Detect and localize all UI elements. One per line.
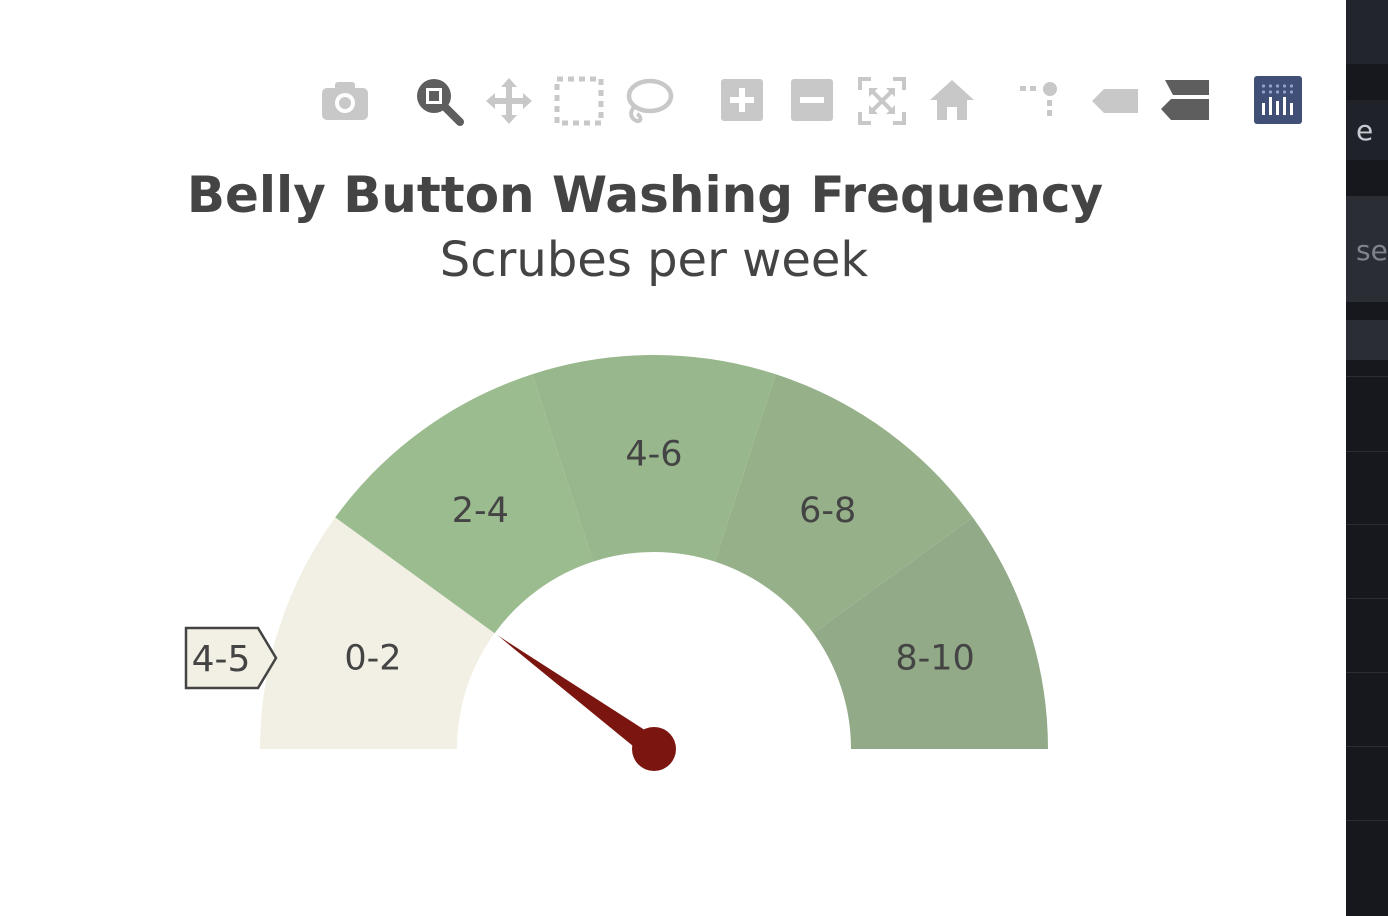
side-panel-divider	[1346, 746, 1388, 747]
gauge-band-label: 8-10	[895, 639, 974, 679]
pan-icon	[486, 78, 532, 124]
camera-icon	[322, 82, 368, 120]
gauge-band-label: 6-8	[799, 491, 856, 531]
zoom-in-icon	[721, 79, 763, 121]
reset-axes-button[interactable]	[928, 78, 976, 122]
hover-label-box	[184, 626, 278, 690]
side-panel-divider	[1346, 598, 1388, 599]
lasso-select-icon	[626, 78, 674, 124]
zoom-button[interactable]	[412, 74, 466, 128]
gauge-band-label: 0-2	[344, 639, 401, 679]
chart-title: Belly Button Washing Frequency	[187, 166, 1103, 224]
autoscale-button[interactable]	[857, 76, 907, 126]
hover-label-text: 4-5	[192, 639, 251, 680]
box-select-button[interactable]	[554, 76, 604, 126]
side-panel-divider	[1346, 524, 1388, 525]
gauge-band-2-4[interactable]	[335, 374, 594, 634]
hover-closest-icon	[1092, 89, 1138, 113]
zoom-out-icon	[791, 79, 833, 121]
side-panel-divider	[1346, 672, 1388, 673]
gauge-needle-hub[interactable]	[632, 727, 676, 771]
box-select-icon	[554, 76, 604, 126]
side-panel-divider	[1346, 451, 1388, 452]
chart-subtitle: Scrubes per week	[440, 232, 869, 288]
gauge-needle	[497, 635, 661, 758]
gauge-chart: Belly Button Washing Frequency Scrubes p…	[184, 166, 1103, 771]
zoom-in-button[interactable]	[720, 78, 764, 122]
gauge-band-8-10[interactable]	[813, 517, 1048, 749]
side-panel: e se	[1346, 0, 1388, 916]
gauge-band-label: 4-6	[625, 435, 682, 475]
side-panel-header	[1346, 0, 1388, 64]
autoscale-icon	[858, 77, 906, 125]
hover-compare-icon	[1161, 80, 1209, 120]
side-panel-divider	[1346, 376, 1388, 377]
camera-button[interactable]	[319, 78, 371, 124]
spike-lines-icon	[1020, 82, 1057, 116]
gauge-band-label: 2-4	[452, 491, 509, 531]
hover-tooltip: 4-5	[184, 626, 278, 690]
hover-compare-button[interactable]	[1159, 79, 1211, 121]
zoom-out-button[interactable]	[790, 78, 834, 122]
side-panel-row[interactable]: e	[1346, 100, 1388, 160]
side-panel-text-2: se	[1356, 234, 1388, 267]
side-panel-bar	[1346, 320, 1388, 360]
hover-closest-button[interactable]	[1090, 86, 1140, 116]
plot-area: Belly Button Washing Frequency Scrubes p…	[0, 0, 1346, 771]
gauge-band-4-6[interactable]	[532, 354, 776, 562]
reset-axes-icon	[930, 80, 974, 120]
modebar	[0, 0, 1346, 140]
side-panel-search[interactable]: se	[1346, 196, 1388, 302]
plotly-logo-button[interactable]	[1254, 76, 1302, 124]
gauge-bands	[260, 354, 1048, 749]
zoom-icon	[417, 79, 464, 126]
side-panel-divider	[1346, 820, 1388, 821]
side-panel-text-1: e	[1356, 114, 1374, 147]
gauge-band-labels: 0-2 2-4 4-6 6-8 8-10	[344, 435, 974, 679]
gauge-band-6-8[interactable]	[714, 374, 973, 634]
spike-lines-button[interactable]	[1018, 80, 1062, 120]
gauge-needle-group	[497, 635, 676, 771]
gauge-band-0-2[interactable]	[260, 517, 495, 749]
pan-button[interactable]	[484, 76, 534, 126]
lasso-select-button[interactable]	[623, 76, 675, 126]
plotly-logo-icon	[1254, 76, 1302, 124]
